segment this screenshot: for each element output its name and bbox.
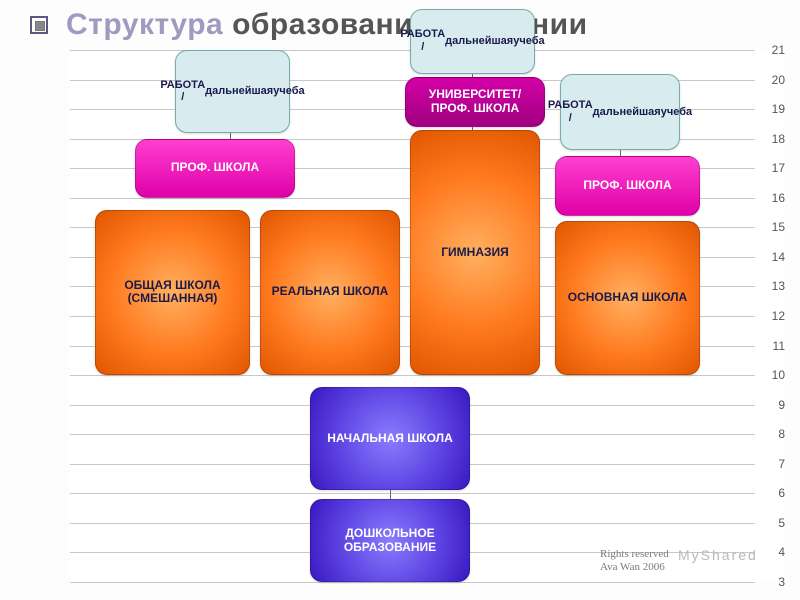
connector <box>620 150 621 156</box>
axis-label: 13 <box>759 279 785 293</box>
box-prof2: ПРОФ. ШКОЛА <box>555 156 700 215</box>
myshared-watermark: MyShared <box>678 547 758 563</box>
gridline <box>70 493 755 494</box>
axis-label: 5 <box>759 516 785 530</box>
box-real: РЕАЛЬНАЯ ШКОЛА <box>260 210 400 376</box>
axis-label: 6 <box>759 486 785 500</box>
box-obsh: ОБЩАЯ ШКОЛА (СМЕШАННАЯ) <box>95 210 250 376</box>
axis-label: 15 <box>759 220 785 234</box>
axis-label: 16 <box>759 191 785 205</box>
box-work1: РАБОТА /дальнейшаяучеба <box>175 50 290 133</box>
axis-label: 19 <box>759 102 785 116</box>
gridline <box>70 582 755 583</box>
chart-area: 3456789101112131415161718192021РАБОТА /д… <box>70 50 785 582</box>
axis-label: 12 <box>759 309 785 323</box>
box-prof1: ПРОФ. ШКОЛА <box>135 139 295 198</box>
axis-label: 9 <box>759 398 785 412</box>
axis-label: 11 <box>759 339 785 353</box>
axis-label: 20 <box>759 73 785 87</box>
axis-label: 21 <box>759 43 785 57</box>
box-osn: ОСНОВНАЯ ШКОЛА <box>555 221 700 375</box>
gridline <box>70 375 755 376</box>
bullet-icon <box>30 16 48 34</box>
axis-label: 4 <box>759 545 785 559</box>
rights-watermark: Rights reservedAva Wan 2006 <box>600 548 669 572</box>
axis-label: 17 <box>759 161 785 175</box>
box-dosh: ДОШКОЛЬНОЕ ОБРАЗОВАНИЕ <box>310 499 470 582</box>
box-work2: РАБОТА /дальнейшаяучеба <box>410 9 535 74</box>
connector <box>472 127 473 130</box>
box-univ: УНИВЕРСИТЕТ/ ПРОФ. ШКОЛА <box>405 77 545 127</box>
axis-label: 8 <box>759 427 785 441</box>
box-work3: РАБОТА /дальнейшаяучеба <box>560 74 680 151</box>
connector <box>230 133 231 139</box>
box-gym: ГИМНАЗИЯ <box>410 130 540 375</box>
title-prefix: Структура <box>66 8 223 41</box>
connector <box>390 490 391 499</box>
box-nach: НАЧАЛЬНАЯ ШКОЛА <box>310 387 470 490</box>
axis-label: 18 <box>759 132 785 146</box>
axis-label: 14 <box>759 250 785 264</box>
axis-label: 10 <box>759 368 785 382</box>
axis-label: 3 <box>759 575 785 589</box>
connector <box>472 74 473 77</box>
axis-label: 7 <box>759 457 785 471</box>
